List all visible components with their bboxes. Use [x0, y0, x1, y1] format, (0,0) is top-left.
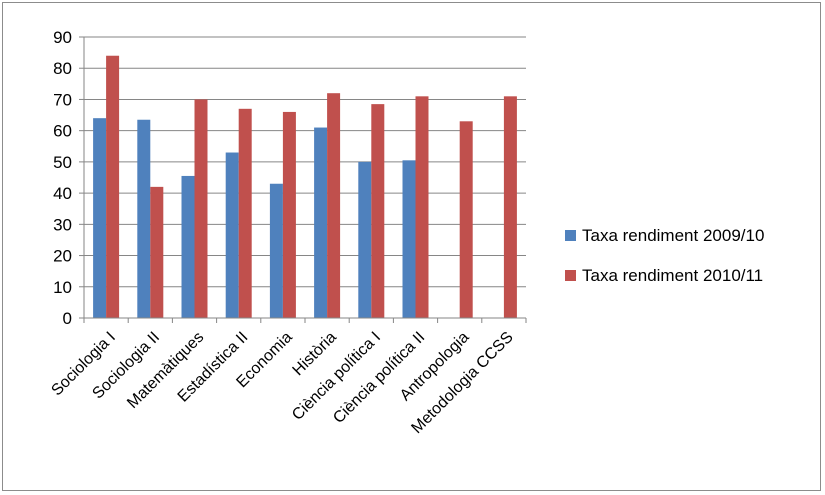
- bar-series-2: [282, 111, 296, 318]
- bar-series-2: [238, 108, 252, 318]
- y-tick-label: 50: [53, 153, 72, 172]
- y-tick-label: 10: [53, 278, 72, 297]
- y-tick-label: 60: [53, 122, 72, 141]
- legend: Taxa rendiment 2009/10 Taxa rendiment 201…: [565, 226, 764, 285]
- bar-series-2: [371, 104, 385, 318]
- bar-series-2: [106, 55, 120, 318]
- bar-series-1: [225, 152, 239, 318]
- bar-series-1: [137, 119, 151, 318]
- bar-series-1: [358, 161, 372, 318]
- bar-series-1: [269, 183, 283, 318]
- y-tick-label: 90: [53, 28, 72, 47]
- y-tick-label: 80: [53, 59, 72, 78]
- y-tick-label: 0: [63, 309, 72, 328]
- y-tick-label: 30: [53, 215, 72, 234]
- y-tick-labels: 0 10 20 30 40 50 60 70 80 90: [53, 28, 72, 328]
- bar-series-2: [459, 121, 473, 318]
- bar-series-2: [415, 96, 429, 318]
- legend-swatch: [565, 230, 576, 241]
- bar-series-2: [503, 96, 517, 318]
- axes: [83, 37, 527, 323]
- bar-series-2: [327, 93, 341, 318]
- bars: [93, 55, 517, 319]
- bar-series-2: [194, 99, 208, 318]
- y-tick-label: 20: [53, 247, 72, 266]
- bar-series-1: [402, 160, 416, 318]
- legend-swatch: [565, 270, 576, 281]
- bar-series-2: [150, 186, 164, 318]
- bar-series-1: [181, 175, 195, 318]
- y-tick-label: 70: [53, 90, 72, 109]
- legend-label: Taxa rendiment 2010/11: [582, 266, 763, 285]
- bar-series-1: [314, 127, 328, 319]
- x-category-label: Matemàtiques: [124, 329, 207, 412]
- legend-label: Taxa rendiment 2009/10: [582, 226, 764, 245]
- y-tick-label: 40: [53, 184, 72, 203]
- bar-series-1: [93, 118, 107, 318]
